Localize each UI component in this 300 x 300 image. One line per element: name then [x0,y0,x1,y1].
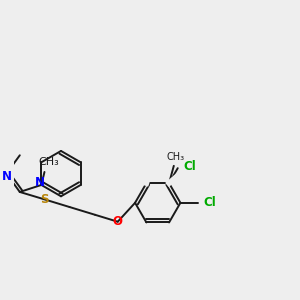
Text: O: O [113,215,123,228]
Text: Cl: Cl [183,160,196,173]
Text: S: S [40,193,48,206]
Text: N: N [35,176,45,189]
Text: Cl: Cl [203,196,216,209]
Text: CH₃: CH₃ [166,152,184,162]
Text: CH₃: CH₃ [38,157,58,167]
Text: N: N [2,169,11,183]
